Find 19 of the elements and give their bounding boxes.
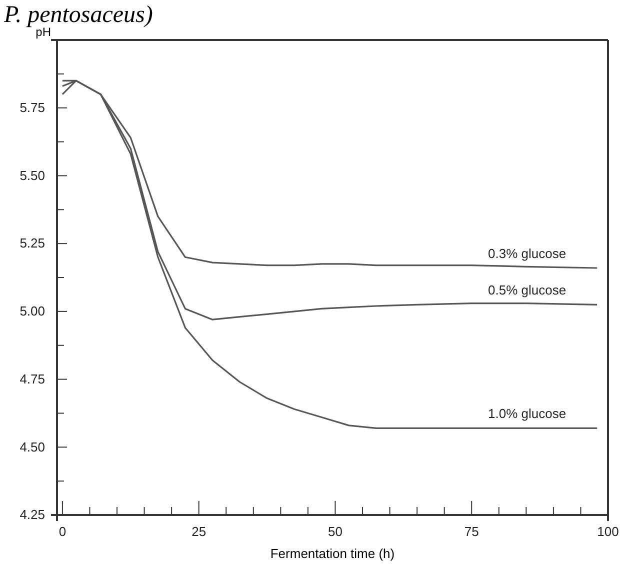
y-tick-label: 5.75 [20,100,45,116]
y-axis-title: pH [36,25,51,39]
chart-title: P. pentosaceus) [3,2,153,28]
y-tick-label: 5.50 [20,168,45,183]
x-tick-label: 100 [597,524,619,540]
x-tick-label: 50 [328,524,342,540]
x-axis-title: Fermentation time (h) [270,546,395,561]
y-tick-label: 5.00 [20,304,45,319]
series-label: 1.0% glucose [488,406,566,422]
series-label: 0.5% glucose [488,282,566,298]
line-series [62,80,598,429]
y-tick-label: 4.50 [20,439,45,454]
y-tick-label: 4.75 [20,371,45,386]
series-label: 0.3% glucose [488,246,566,261]
y-tick-label: 4.25 [20,507,45,522]
x-tick-label: 25 [192,524,206,540]
y-tick-label: 5.25 [20,236,45,251]
x-tick-label: 0 [58,524,66,540]
x-tick-label: 75 [464,524,479,540]
